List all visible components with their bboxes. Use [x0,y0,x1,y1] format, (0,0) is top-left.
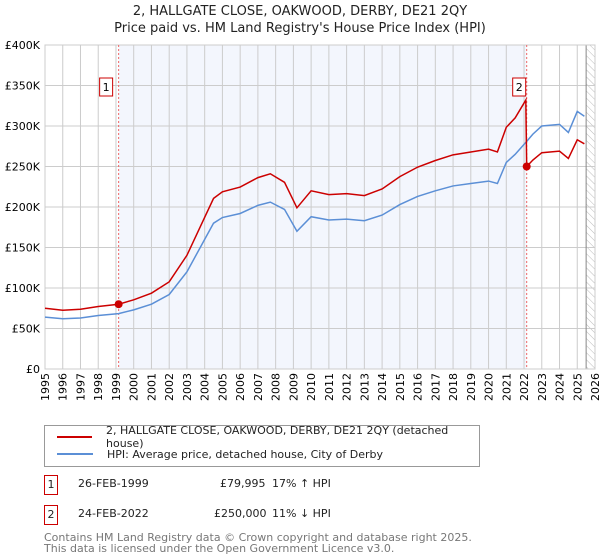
legend-item-hpi: HPI: Average price, detached house, City… [57,446,383,462]
x-tick-label: 2002 [163,373,176,401]
sale-label-box [512,77,527,97]
y-tick-label: £350K [5,80,41,93]
plot: 1995 1996 1997 1998 1999 2000 2001 2002 2003 2004… [5,39,600,401]
chart-subtitle: Price paid vs. HM Land Registry's House … [114,21,486,36]
date: 26-FEB-1999 [78,477,149,490]
price: £250,000 [214,507,267,520]
x-tick-label: 1995 [39,373,52,401]
legend-swatch-red [57,436,93,438]
x-tick-label: 2004 [199,373,212,401]
x-tick-label: 1998 [92,373,105,401]
sale-point [114,300,123,309]
footer-line: Contains HM Land Registry data © Crown c… [44,531,472,544]
x-tick-label: 2025 [571,373,584,401]
legend-label: 2, HALLGATE CLOSE, OAKWOOD, DERBY, DE21 … [106,424,449,450]
x-tick-label: 2018 [447,373,460,401]
x-tick-label: 2012 [341,373,354,401]
x-tick-label: 2016 [412,373,425,401]
x-tick-label: 2015 [394,373,407,401]
series-line [44,110,585,320]
marker-badge: 1 [44,475,58,495]
legend-label: HPI: Average price, detached house, City… [107,447,384,461]
footer: Contains HM Land Registry data © Crown c… [44,532,472,554]
marker-badge: 2 [44,505,58,525]
x-tick-label: 2001 [145,373,158,401]
sale-label: 2 [516,81,523,94]
x-tick-label: 2019 [465,373,478,401]
y-tick-label: £0 [26,363,40,376]
x-tick-label: 2021 [500,373,513,401]
plot-frame [44,44,596,370]
sale-label-box [99,77,114,97]
x-tick-label: 1997 [74,373,87,401]
sale-point [522,162,531,171]
chart-title: 2, HALLGATE CLOSE, OAKWOOD, DERBY, DE21 … [132,4,468,19]
x-tick-label: 2000 [128,373,141,401]
y-tick-label: £250K [5,161,41,174]
y-tick-label: £300K [5,120,41,133]
x-tick-label: 2005 [216,373,229,401]
x-tick-label: 1999 [110,373,123,401]
x-tick-label: 2003 [181,373,194,401]
x-tick-label: 2009 [287,373,300,401]
y-tick-label: £100K [5,282,41,295]
x-tick-label: 2026 [589,373,600,401]
x-tick-label: 2024 [554,373,567,401]
x-tick-label: 2014 [376,373,389,401]
x-tick-label: 2010 [305,373,318,401]
x-tick-label: 2023 [536,373,549,401]
legend: 2, HALLGATE CLOSE, OAKWOOD, DERBY, DE21 … [44,424,480,467]
x-tick-label: 2006 [234,373,247,401]
legend-swatch-blue [57,453,93,455]
hpi-diff: 11% ↓ HPI [272,507,331,520]
hpi-diff: 17% ↑ HPI [272,477,331,490]
legend-item-property: 2, HALLGATE CLOSE, OAKWOOD, DERBY, DE21 … [57,424,479,450]
y-tick-label: £50K [12,323,41,336]
x-tick-label: 2007 [252,373,265,401]
series-line [44,97,585,312]
x-tick-label: 2020 [483,373,496,401]
x-tick-label: 2011 [323,373,336,401]
footer-line: This data is licensed under the Open Gov… [44,542,395,555]
x-tick-label: 2008 [270,373,283,401]
x-tick-label: 2017 [429,373,442,401]
y-tick-label: £150K [5,242,41,255]
y-tick-label: £200K [5,201,41,214]
sale-label: 1 [103,81,110,94]
x-tick-label: 1996 [57,373,70,401]
date: 24-FEB-2022 [78,507,149,520]
x-tick-label: 2022 [518,373,531,401]
y-tick-label: £400K [5,39,41,52]
price: £79,995 [220,477,266,490]
x-tick-label: 2013 [358,373,371,401]
